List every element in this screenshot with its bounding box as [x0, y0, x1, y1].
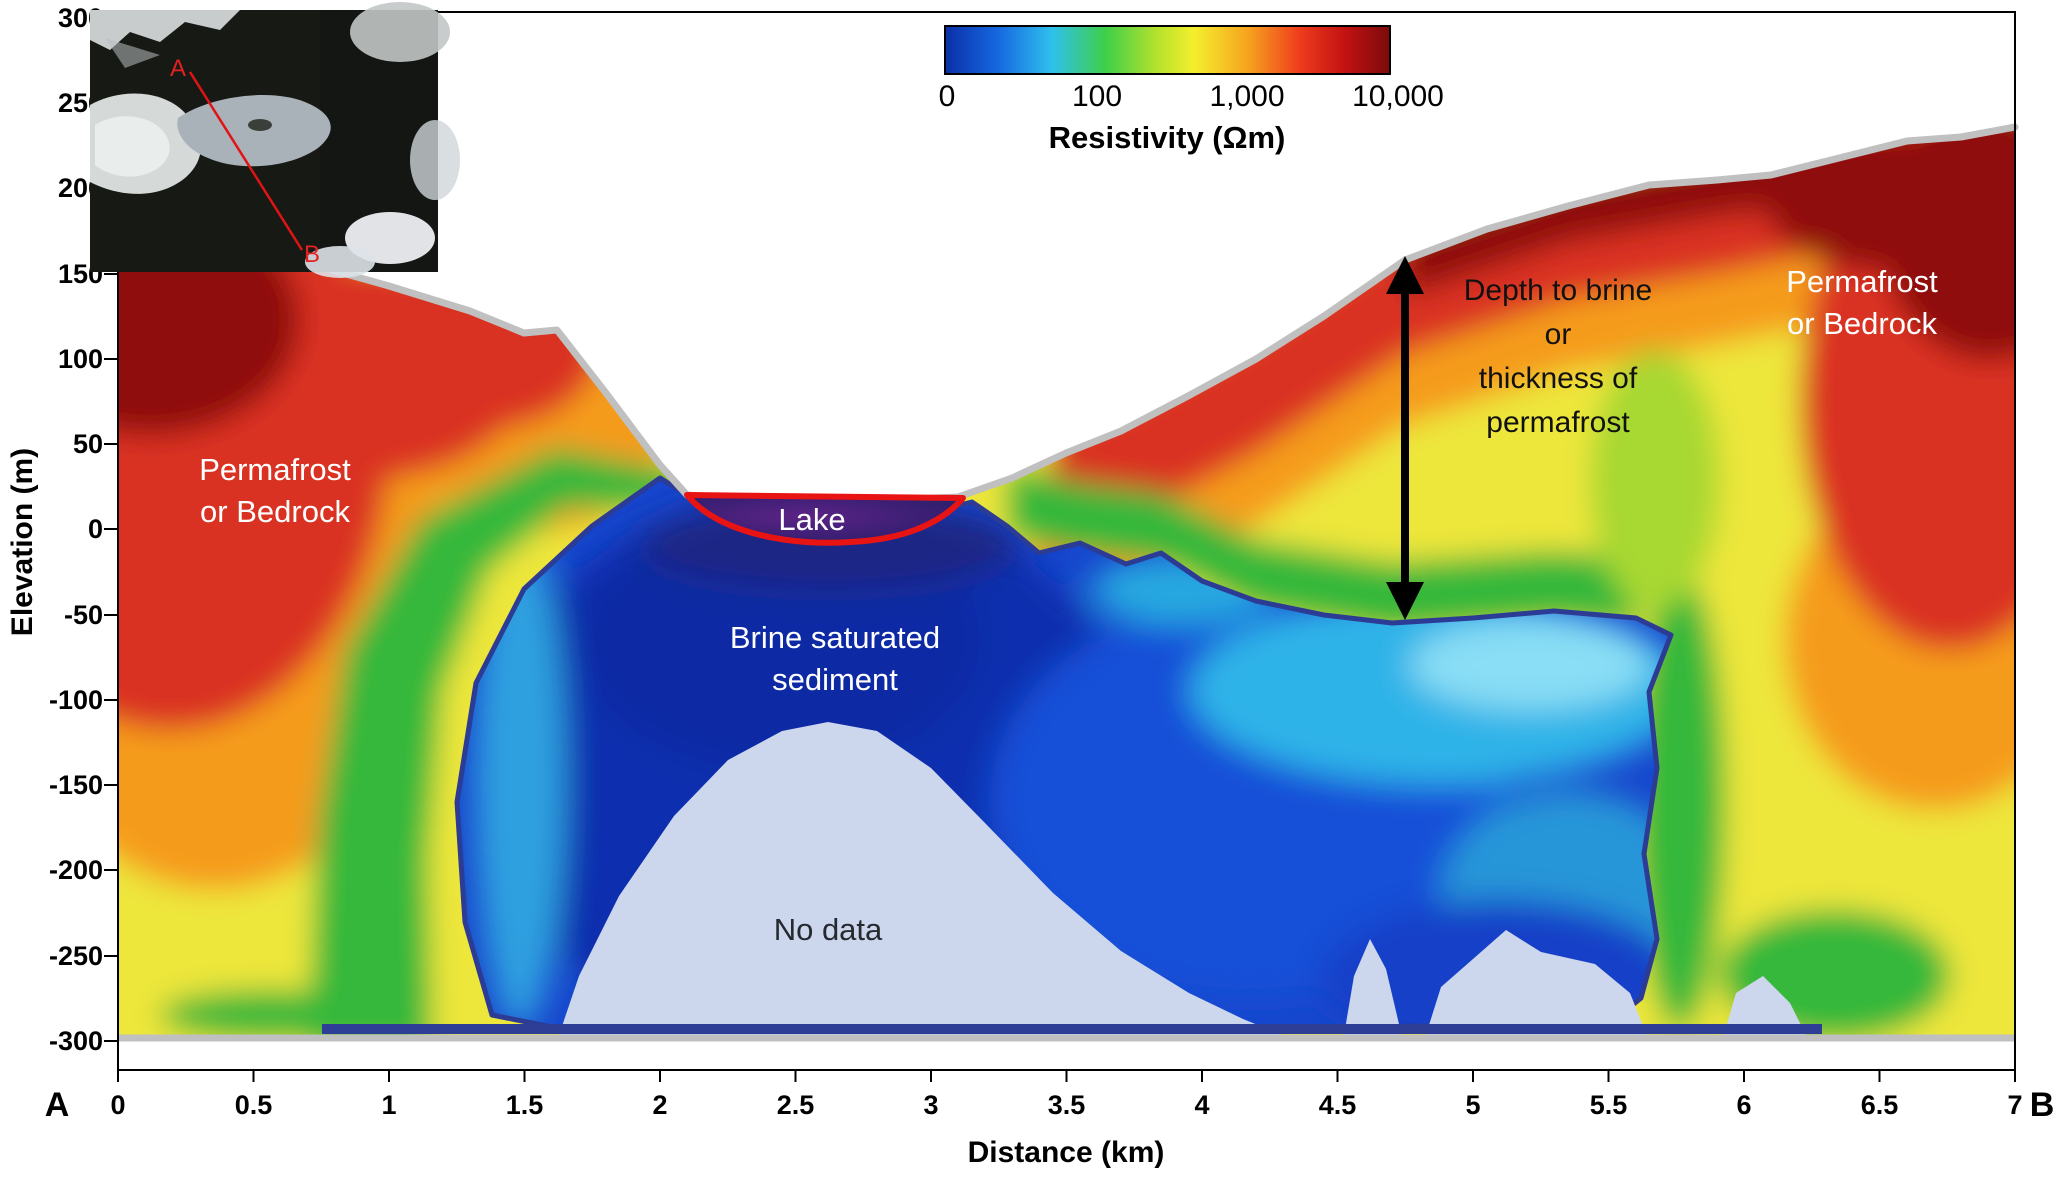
inset-snow-ridge: [90, 10, 240, 50]
colorbar-tick-label: 0: [939, 80, 956, 113]
field-darkred-right: [1765, 130, 2005, 270]
ground-surface-line: [114, 123, 2019, 506]
no-data-right-mound: [1424, 930, 1649, 1041]
x-tick-label: 0: [110, 1090, 125, 1120]
inset-transect-line: [188, 71, 304, 251]
x-tick-label: 2.5: [777, 1090, 815, 1120]
y-axis-title: Elevation (m): [6, 448, 39, 636]
no-data-label: No data: [774, 912, 883, 947]
inset-label-b: B: [304, 241, 320, 268]
lake-body: [684, 492, 966, 546]
x-tick-label: 1.5: [506, 1090, 544, 1120]
depth-arrow: [1386, 256, 1424, 620]
brine-label-line1: Brine saturated: [730, 620, 940, 655]
x-tick-label: 7: [2007, 1090, 2022, 1120]
x-tick-label: 4.5: [1319, 1090, 1357, 1120]
inset-snow-bottomright: [345, 212, 435, 264]
satellite-inset: A B: [90, 2, 460, 278]
inset-snow-bottom: [305, 246, 375, 278]
depth-label-line1: Depth to brine: [1464, 274, 1652, 307]
depth-label-line4: permafrost: [1486, 406, 1630, 439]
brine-label-line2: sediment: [772, 662, 898, 697]
inset-glacier-highlight: [95, 116, 170, 177]
y-tick-label: -100: [49, 685, 103, 715]
x-axis-title: Distance (km): [968, 1136, 1165, 1169]
x-tick-label: 2: [652, 1090, 667, 1120]
field-yellowgreen-column: [1590, 350, 1720, 610]
colorbar-tick-label: 100: [1072, 80, 1122, 113]
y-tick-label: 100: [58, 344, 103, 374]
x-tick-label: 5.5: [1590, 1090, 1628, 1120]
field-orange-band-right: [1012, 207, 2015, 643]
y-tick-label: 0: [88, 514, 103, 544]
colorbar-tick-label: 1,000: [1209, 80, 1284, 113]
x-tick-label: 6: [1736, 1090, 1751, 1120]
transect-endpoint-a: A: [45, 1086, 70, 1124]
x-axis-ticks: [117, 1070, 2016, 1082]
bottom-navy-strip: [322, 1024, 1822, 1034]
depth-label-line3: thickness of: [1479, 362, 1638, 395]
x-tick-label: 0.5: [235, 1090, 273, 1120]
inset-label-a: A: [170, 55, 186, 82]
y-tick-label: -50: [64, 600, 103, 630]
field-red-right-column: [1800, 150, 2015, 650]
y-tick-label: -150: [49, 770, 103, 800]
inset-ice-right: [410, 120, 460, 200]
field-green-basin-right-band: [1635, 570, 1725, 1030]
colorbar-gradient: [944, 25, 1391, 75]
y-tick-label: -250: [49, 941, 103, 971]
lake-label: Lake: [778, 502, 845, 537]
transect-endpoint-b: B: [2030, 1086, 2055, 1124]
colorbar-title: Resistivity (Ωm): [1049, 120, 1286, 155]
permafrost-right-label-line1: Permafrost: [1786, 264, 1938, 299]
x-tick-label: 5: [1465, 1090, 1480, 1120]
field-green-left-band: [308, 448, 700, 1041]
depth-label-line2: or: [1545, 318, 1572, 351]
permafrost-left-label-line2: or Bedrock: [200, 494, 350, 529]
x-tick-label: 3: [923, 1090, 938, 1120]
permafrost-right-label-line2: or Bedrock: [1787, 306, 1937, 341]
depth-arrow-head-bottom: [1386, 582, 1424, 620]
y-tick-label: -200: [49, 855, 103, 885]
y-tick-label: -300: [49, 1026, 103, 1056]
no-data-spike: [1343, 939, 1403, 1041]
x-tick-label: 6.5: [1861, 1090, 1899, 1120]
basin-cyan-left-sliver: [475, 530, 565, 1027]
colorbar-tick-label: 10,000: [1352, 80, 1444, 113]
brine-boundary-line: [454, 475, 1674, 1030]
inset-icecap-topright: [350, 2, 450, 62]
y-tick-label: 50: [73, 429, 103, 459]
x-tick-label: 3.5: [1048, 1090, 1086, 1120]
inset-lake-island: [248, 119, 272, 131]
colorbar: 0 100 1,000 10,000 Resistivity (Ωm): [939, 25, 1444, 155]
x-tick-label: 1: [381, 1090, 396, 1120]
basin-light-cyan: [1410, 620, 1650, 710]
inset-snow-shard: [105, 38, 160, 68]
field-green-basin-top-band: [1007, 466, 1636, 633]
x-tick-label: 4: [1194, 1090, 1209, 1120]
depth-arrow-head-top: [1386, 256, 1424, 294]
no-data-central-mound: [557, 722, 1297, 1041]
permafrost-left-label-line1: Permafrost: [199, 452, 351, 487]
